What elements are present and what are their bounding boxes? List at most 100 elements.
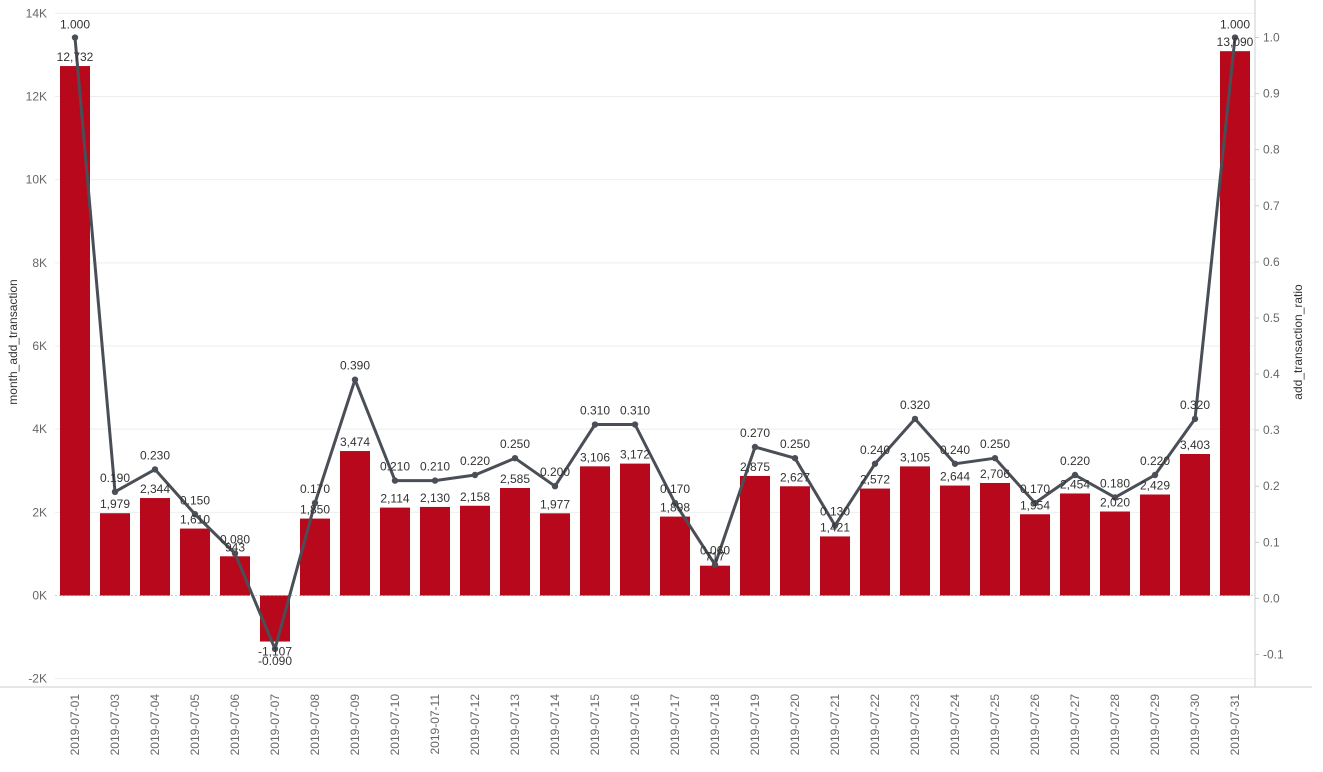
y-left-tick-label: 10K (26, 173, 47, 187)
y-left-tick-label: 0K (32, 589, 47, 603)
ratio-point-2019-07-08 (311, 499, 319, 507)
y-left-tick-label: -2K (28, 672, 47, 686)
ratio-value-label: 0.170 (660, 482, 690, 496)
bar-value-label: 3,474 (340, 435, 370, 449)
ratio-point-2019-07-24 (951, 460, 959, 467)
bar-value-label: 2,130 (420, 491, 450, 505)
ratio-point-2019-07-11 (431, 477, 439, 484)
ratio-line (73, 37, 1237, 651)
ratio-value-label: 0.170 (1020, 482, 1050, 496)
bar-value-label: 13,090 (1217, 35, 1254, 49)
bar-value-label: 2,454 (1060, 477, 1090, 491)
bar-value-label: 1,979 (100, 497, 130, 511)
ratio-value-label: 0.310 (620, 404, 650, 418)
ratio-point-2019-07-09 (351, 376, 359, 383)
ratio-point-2019-07-22 (871, 460, 879, 467)
x-tick-label: 2019-07-13 (508, 694, 522, 756)
x-tick-label: 2019-07-22 (868, 694, 882, 756)
ratio-value-label: 0.310 (580, 404, 610, 418)
bar-2019-07-20 (780, 486, 810, 596)
ratio-value-label: 0.240 (940, 443, 970, 457)
data-labels: 12,732 1,979 2,344 1,610 943 -1,107 1,850 3,474… (57, 18, 1254, 668)
bar-2019-07-13 (500, 488, 530, 596)
bar-2019-07-11 (420, 506, 450, 596)
bar-value-label: 1,954 (1020, 498, 1050, 512)
bar-2019-07-21 (820, 536, 850, 596)
x-tick-label: 2019-07-23 (908, 694, 922, 756)
bar-value-label: 717 (705, 550, 725, 564)
bar-value-label: 2,114 (380, 492, 409, 506)
y-right-tick-label: 0.8 (1263, 143, 1280, 157)
ratio-value-label: 0.240 (860, 443, 890, 457)
x-tick-label: 2019-07-03 (108, 694, 122, 756)
y-right-tick-label: 0.1 (1263, 535, 1280, 549)
y-right-tick-label: 0.6 (1263, 255, 1280, 269)
x-tick-label: 2019-07-24 (948, 694, 962, 756)
bar-2019-07-03 (100, 513, 130, 596)
x-tick-label: 2019-07-08 (308, 694, 322, 756)
ratio-value-label: 0.220 (460, 454, 490, 468)
bar-value-label: 1,610 (180, 513, 210, 527)
bar-2019-07-15 (580, 466, 610, 596)
bar-2019-07-05 (180, 528, 210, 596)
bar-2019-07-10 (380, 507, 410, 596)
bar-2019-07-28 (1100, 511, 1130, 596)
ratio-point-2019-07-26 (1031, 499, 1039, 507)
ratio-value-label: 0.220 (1060, 454, 1090, 468)
bar-2019-07-30 (1180, 453, 1210, 596)
y-left-tick-label: 2K (32, 505, 47, 519)
bar-2019-07-04 (140, 498, 170, 596)
y-left-tick-label: 14K (26, 6, 47, 20)
bar-2019-07-23 (900, 466, 930, 596)
y-right-tick-label: 0.7 (1263, 199, 1280, 213)
y-axis-left-title: month_add_transaction (6, 279, 20, 404)
y-right-tick-label: 0.0 (1263, 591, 1280, 605)
x-tick-label: 2019-07-21 (828, 694, 842, 756)
bar-value-label: 2,344 (140, 482, 170, 496)
bar-2019-07-16 (620, 463, 650, 596)
ratio-point-2019-07-18 (711, 561, 719, 568)
line-series (71, 34, 1239, 653)
x-tick-label: 2019-07-20 (788, 694, 802, 756)
ratio-value-label: 0.170 (300, 482, 330, 496)
x-tick-label: 2019-07-04 (148, 694, 162, 756)
ratio-value-label: 0.200 (540, 465, 570, 479)
bar-2019-07-09 (340, 451, 370, 596)
bar-2019-07-26 (1020, 514, 1050, 596)
bar-2019-07-12 (460, 505, 490, 596)
bar-value-label: 2,572 (860, 473, 890, 487)
ratio-value-label: -0.090 (258, 654, 292, 668)
x-tick-label: 2019-07-15 (588, 694, 602, 756)
ratio-point-2019-07-15 (591, 421, 599, 428)
x-tick-label: 2019-07-14 (548, 694, 562, 756)
bar-value-label: 3,106 (580, 450, 610, 464)
x-tick-label: 2019-07-30 (1188, 694, 1202, 756)
bar-2019-07-29 (1140, 494, 1170, 596)
bar-2019-07-24 (940, 485, 970, 596)
bar-2019-07-22 (860, 488, 890, 596)
ratio-point-2019-07-30 (1191, 415, 1199, 423)
ratio-value-label: 0.060 (700, 544, 730, 558)
x-tick-label: 2019-07-19 (748, 694, 762, 756)
y-right-tick-label: 0.9 (1263, 87, 1280, 101)
bar-value-label: 3,172 (620, 448, 650, 462)
x-tick-label: 2019-07-06 (228, 694, 242, 756)
bar-value-label: 12,732 (57, 50, 94, 64)
ratio-point-2019-07-19 (751, 443, 759, 451)
bar-value-label: 943 (225, 540, 245, 554)
ratio-value-label: 0.250 (980, 437, 1010, 451)
y-right-tick-label: 0.3 (1263, 423, 1280, 437)
ratio-point-2019-07-14 (551, 483, 559, 490)
x-tick-label: 2019-07-12 (468, 694, 482, 756)
bar-2019-07-07 (260, 595, 290, 642)
bar-value-label: 2,429 (1140, 479, 1170, 493)
bar-2019-07-18 (700, 565, 730, 596)
ratio-value-label: 0.320 (1180, 398, 1210, 412)
gridlines (55, 12, 1255, 680)
y-left-tick-label: 8K (32, 256, 47, 270)
ratio-point-2019-07-31 (1231, 34, 1239, 41)
bar-2019-07-17 (660, 516, 690, 596)
bar-value-label: 2,585 (500, 472, 530, 486)
bar-value-label: 2,020 (1100, 496, 1130, 510)
